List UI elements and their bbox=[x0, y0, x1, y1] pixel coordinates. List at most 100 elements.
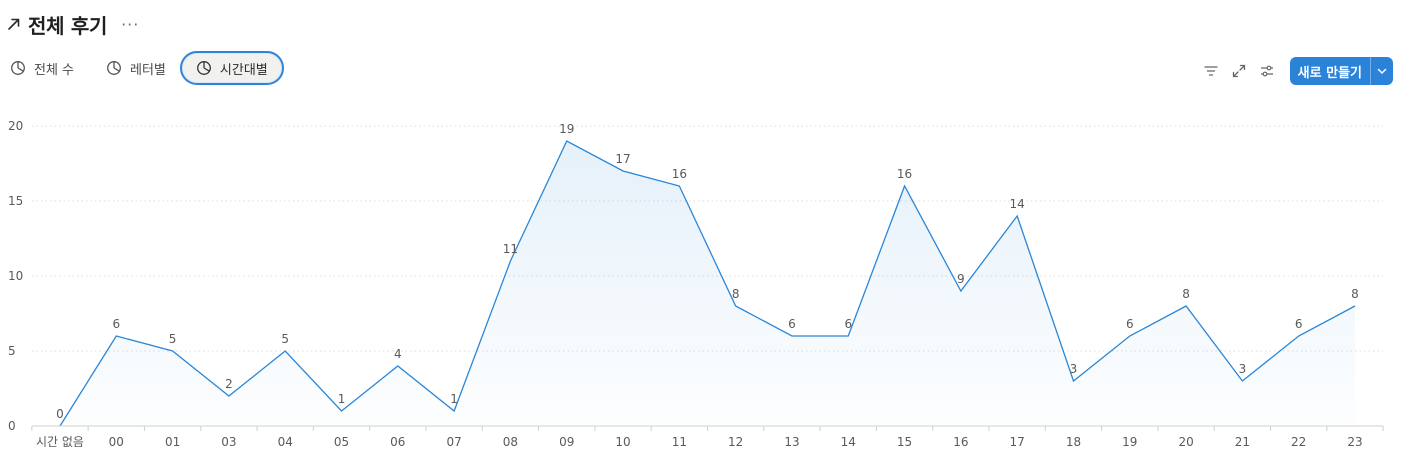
data-label: 6 bbox=[1126, 317, 1134, 331]
data-point[interactable] bbox=[223, 390, 235, 402]
data-point[interactable] bbox=[110, 330, 122, 342]
data-label: 4 bbox=[394, 347, 402, 361]
filter-icon[interactable] bbox=[1202, 62, 1220, 80]
data-label: 8 bbox=[1351, 287, 1359, 301]
x-tick-label: 23 bbox=[1347, 435, 1362, 449]
x-tick-label: 11 bbox=[672, 435, 687, 449]
x-tick-label: 20 bbox=[1178, 435, 1193, 449]
data-point[interactable] bbox=[730, 300, 742, 312]
new-button-label: 새로 만들기 bbox=[1297, 65, 1362, 81]
data-point[interactable] bbox=[955, 285, 967, 297]
data-label: 17 bbox=[615, 152, 630, 166]
data-label: 6 bbox=[112, 317, 120, 331]
x-tick-label: 06 bbox=[390, 435, 405, 449]
data-point[interactable] bbox=[786, 330, 798, 342]
data-point[interactable] bbox=[504, 255, 516, 267]
settings-sliders-icon[interactable] bbox=[1258, 62, 1276, 80]
data-point[interactable] bbox=[167, 345, 179, 357]
y-tick-label: 20 bbox=[8, 119, 23, 133]
pie-chart-icon bbox=[10, 60, 26, 76]
toolbar: 새로 만들기 bbox=[1192, 57, 1393, 85]
header: 전체 후기 ··· bbox=[6, 8, 139, 40]
data-label: 5 bbox=[281, 332, 289, 346]
data-point[interactable] bbox=[279, 345, 291, 357]
x-tick-label: 14 bbox=[841, 435, 856, 449]
arrow-up-right-icon bbox=[6, 15, 24, 33]
x-tick-label: 03 bbox=[221, 435, 236, 449]
tab-by-letter[interactable]: 레터별 bbox=[102, 51, 174, 85]
x-tick-label: 18 bbox=[1066, 435, 1081, 449]
data-label: 1 bbox=[338, 392, 346, 406]
y-tick-label: 5 bbox=[8, 344, 16, 358]
data-point[interactable] bbox=[561, 135, 573, 147]
data-label: 6 bbox=[788, 317, 796, 331]
x-tick-label: 10 bbox=[615, 435, 630, 449]
x-tick-label: 08 bbox=[503, 435, 518, 449]
x-tick-label: 15 bbox=[897, 435, 912, 449]
view-tabs: 전체 수 레터별 시간대별 bbox=[6, 51, 284, 85]
y-tick-label: 0 bbox=[8, 419, 16, 433]
data-point[interactable] bbox=[842, 330, 854, 342]
x-tick-label: 07 bbox=[446, 435, 461, 449]
x-tick-label: 13 bbox=[784, 435, 799, 449]
data-point[interactable] bbox=[392, 360, 404, 372]
data-point[interactable] bbox=[1011, 210, 1023, 222]
data-label: 3 bbox=[1070, 362, 1078, 376]
pie-chart-icon bbox=[106, 60, 122, 76]
tab-label: 전체 수 bbox=[34, 62, 75, 78]
x-tick-label: 12 bbox=[728, 435, 743, 449]
data-label: 0 bbox=[56, 407, 64, 421]
x-tick-label: 22 bbox=[1291, 435, 1306, 449]
data-point[interactable] bbox=[1124, 330, 1136, 342]
tab-label: 시간대별 bbox=[219, 62, 268, 78]
y-tick-label: 10 bbox=[8, 269, 23, 283]
area-fill bbox=[60, 141, 1355, 426]
tab-label: 레터별 bbox=[130, 62, 166, 78]
data-point[interactable] bbox=[336, 405, 348, 417]
data-point[interactable] bbox=[617, 165, 629, 177]
x-tick-label: 05 bbox=[334, 435, 349, 449]
data-point[interactable] bbox=[1180, 300, 1192, 312]
data-point[interactable] bbox=[1349, 300, 1361, 312]
x-tick-label: 00 bbox=[109, 435, 124, 449]
tab-by-time[interactable]: 시간대별 bbox=[179, 51, 284, 85]
data-point[interactable] bbox=[1293, 330, 1305, 342]
data-point[interactable] bbox=[1236, 375, 1248, 387]
tab-total-count[interactable]: 전체 수 bbox=[6, 51, 82, 85]
data-label: 3 bbox=[1239, 362, 1247, 376]
chevron-down-icon[interactable] bbox=[1370, 57, 1393, 85]
data-point[interactable] bbox=[673, 180, 685, 192]
pie-chart-icon bbox=[196, 60, 212, 76]
page-title: 전체 후기 bbox=[28, 13, 108, 38]
x-tick-label: 04 bbox=[278, 435, 293, 449]
x-tick-label: 01 bbox=[165, 435, 180, 449]
data-label: 8 bbox=[732, 287, 740, 301]
data-label: 16 bbox=[672, 167, 687, 181]
data-label: 19 bbox=[559, 122, 574, 136]
x-tick-label: 21 bbox=[1235, 435, 1250, 449]
data-label: 14 bbox=[1010, 197, 1025, 211]
data-label: 1 bbox=[450, 392, 458, 406]
data-label: 5 bbox=[169, 332, 177, 346]
x-tick-label: 09 bbox=[559, 435, 574, 449]
y-tick-label: 15 bbox=[8, 194, 23, 208]
data-label: 8 bbox=[1182, 287, 1190, 301]
x-tick-label: 시간 없음 bbox=[36, 435, 84, 449]
data-point[interactable] bbox=[448, 405, 460, 417]
more-options-button[interactable]: ··· bbox=[121, 14, 140, 34]
x-tick-label: 17 bbox=[1010, 435, 1025, 449]
x-tick-label: 19 bbox=[1122, 435, 1137, 449]
data-point[interactable] bbox=[1067, 375, 1079, 387]
data-label: 2 bbox=[225, 377, 233, 391]
data-label: 11 bbox=[503, 242, 518, 256]
data-point[interactable] bbox=[899, 180, 911, 192]
new-button[interactable]: 새로 만들기 bbox=[1289, 57, 1393, 85]
series-line bbox=[59, 140, 1356, 427]
data-label: 16 bbox=[897, 167, 912, 181]
data-label: 9 bbox=[957, 272, 965, 286]
expand-icon[interactable] bbox=[1230, 62, 1248, 80]
data-label: 6 bbox=[1295, 317, 1303, 331]
x-tick-label: 16 bbox=[953, 435, 968, 449]
data-label: 6 bbox=[844, 317, 852, 331]
